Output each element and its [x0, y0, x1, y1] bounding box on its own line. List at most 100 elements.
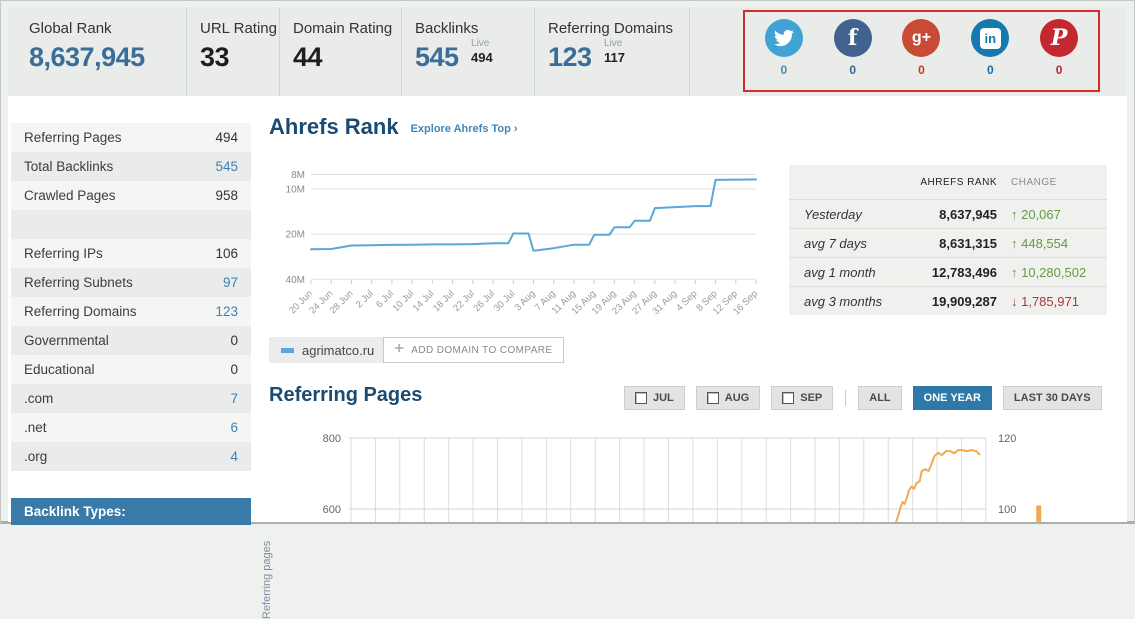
sidebar-row-value: 0 — [230, 333, 238, 348]
linkedin-count: 0 — [986, 63, 994, 77]
filter-button-label: AUG — [724, 392, 750, 404]
checkbox-icon[interactable] — [782, 392, 795, 404]
backlink-stats-sidebar: 494 Referring Pages 545 Total Backlinks 958 C… — [11, 123, 251, 471]
filter-button-all[interactable]: ALL — [858, 386, 902, 410]
sidebar-row-value: 494 — [215, 130, 238, 145]
checkbox-icon[interactable] — [706, 392, 719, 404]
explore-ahrefs-top-link[interactable]: Explore Ahrefs Top › — [410, 123, 518, 135]
sidebar-row — [11, 210, 251, 239]
social-pinterest[interactable]: P 0 — [1029, 19, 1089, 77]
social-facebook[interactable]: f 0 — [823, 19, 883, 77]
legend-domain-label: agrimatco.ru — [302, 342, 375, 358]
metrics-bar: Global Rank 8,637,945 URL Rating 33 Doma… — [8, 7, 1127, 96]
live-counter: Live 494 — [471, 38, 493, 65]
sidebar-row[interactable]: 545 Total Backlinks — [11, 152, 251, 181]
ahrefs-rank-stats-table: AHREFS RANK CHANGE Yesterday 8,637,945 ↑ 20,… — [789, 165, 1107, 315]
filter-button-label: SEP — [800, 392, 823, 404]
sidebar-row[interactable]: 7 .com — [11, 384, 251, 413]
filter-button-label: ALL — [869, 392, 891, 404]
filter-button-label: LAST 30 DAYS — [1013, 392, 1091, 404]
sidebar-row-label: .org — [24, 449, 48, 464]
column-header: CHANGE — [1011, 176, 1057, 188]
facebook-count: 0 — [849, 63, 856, 77]
sidebar-row-value[interactable]: 123 — [215, 304, 238, 319]
period-label: avg 1 month — [804, 264, 876, 280]
sidebar-row[interactable]: 4 .org — [11, 442, 251, 471]
svg-text:22 Jul: 22 Jul — [451, 288, 477, 314]
filter-button-jul[interactable]: JUL — [624, 386, 685, 410]
metric-label: Referring Domains — [548, 20, 674, 37]
sidebar-row-value: 958 — [215, 188, 238, 203]
period-label: avg 7 days — [804, 235, 867, 251]
rank-value: 8,637,945 — [939, 206, 997, 222]
metric-label: URL Rating — [200, 20, 277, 37]
svg-text:4 Sep: 4 Sep — [674, 288, 699, 313]
metric-referring-domains: Referring Domains 123 Live 117 — [534, 7, 689, 96]
sidebar-row-value[interactable]: 545 — [215, 159, 238, 174]
metric-domain-rating: Domain Rating 44 — [279, 7, 401, 96]
sidebar-row-value: 0 — [230, 362, 238, 377]
google-plus-count: 0 — [918, 63, 925, 77]
metric-value: 123 — [548, 42, 592, 72]
google-plus-icon[interactable]: g+ — [902, 19, 941, 57]
sidebar-row: 0 Educational — [11, 355, 251, 384]
social-google-plus[interactable]: g+ 0 — [891, 19, 951, 77]
referring-pages-chart: 800 600 120 100 — [323, 433, 1042, 522]
period-label: avg 3 months — [804, 293, 883, 309]
checkbox-icon[interactable] — [635, 392, 647, 404]
metric-global-rank: Global Rank 8,637,945 — [16, 7, 186, 96]
linkedin-icon[interactable]: in — [971, 19, 1010, 57]
svg-text:18 Jul: 18 Jul — [431, 288, 457, 314]
change-value: ↑ 448,554 — [1011, 235, 1069, 251]
pinterest-count: 0 — [1055, 63, 1063, 77]
metric-url-rating: URL Rating 33 — [186, 7, 279, 96]
sidebar-row[interactable]: 6 .net — [11, 413, 251, 442]
sidebar-row-value: 106 — [215, 246, 238, 261]
svg-text:600: 600 — [323, 504, 341, 516]
svg-text:10 Jul: 10 Jul — [391, 288, 417, 314]
add-domain-to-compare-button[interactable]: + ADD DOMAIN TO COMPARE — [383, 337, 564, 363]
divider — [845, 390, 847, 406]
metric-value: 8,637,945 — [29, 42, 145, 72]
filter-button-one-year[interactable]: ONE YEAR — [912, 386, 992, 410]
plus-icon: + — [394, 340, 405, 357]
rank-value: 19,909,287 — [931, 293, 997, 309]
live-counter: Live 117 — [604, 38, 625, 65]
metric-label: Backlinks — [415, 20, 479, 37]
svg-text:100: 100 — [998, 504, 1016, 516]
sidebar-row[interactable]: 97 Referring Subnets — [11, 268, 251, 297]
rank-value: 8,631,315 — [939, 235, 997, 251]
twitter-icon[interactable] — [764, 19, 803, 57]
sidebar-row-label: Referring IPs — [24, 246, 103, 261]
period-label: Yesterday — [804, 206, 862, 222]
sidebar-row-value[interactable]: 6 — [230, 420, 238, 435]
filter-button-last-30-days[interactable]: LAST 30 DAYS — [1002, 386, 1102, 410]
sidebar-row: 0 Governmental — [11, 326, 251, 355]
sidebar-row-value[interactable]: 4 — [230, 449, 238, 464]
svg-text:28 Jun: 28 Jun — [328, 288, 356, 316]
svg-text:40M: 40M — [286, 275, 305, 286]
sidebar-row-value[interactable]: 97 — [222, 275, 238, 290]
svg-text:800: 800 — [323, 433, 341, 445]
svg-text:120: 120 — [998, 433, 1016, 445]
sidebar-row-label: .com — [24, 391, 54, 406]
sidebar-row-value[interactable]: 7 — [230, 391, 238, 406]
sidebar-row: 958 Crawled Pages — [11, 181, 251, 210]
facebook-icon[interactable]: f — [833, 19, 872, 57]
svg-text:2 Jul: 2 Jul — [354, 288, 376, 310]
rank-value: 12,783,496 — [931, 264, 997, 280]
column-header: AHREFS RANK — [920, 176, 997, 188]
metric-value: 44 — [293, 42, 323, 72]
chart-legend-item[interactable]: agrimatco.ru — [269, 337, 387, 363]
metric-label: Global Rank — [29, 20, 112, 37]
sidebar-row-label: Referring Pages — [24, 130, 122, 145]
filter-button-label: JUL — [653, 392, 674, 404]
filter-button-aug[interactable]: AUG — [695, 386, 761, 410]
pinterest-icon[interactable]: P — [1040, 19, 1079, 57]
social-linkedin[interactable]: in 0 — [960, 19, 1020, 77]
filter-button-sep[interactable]: SEP — [771, 386, 834, 410]
twitter-count: 0 — [780, 63, 788, 77]
metric-label: Domain Rating — [293, 20, 393, 37]
sidebar-row[interactable]: 123 Referring Domains — [11, 297, 251, 326]
social-twitter[interactable]: 0 — [754, 19, 814, 77]
